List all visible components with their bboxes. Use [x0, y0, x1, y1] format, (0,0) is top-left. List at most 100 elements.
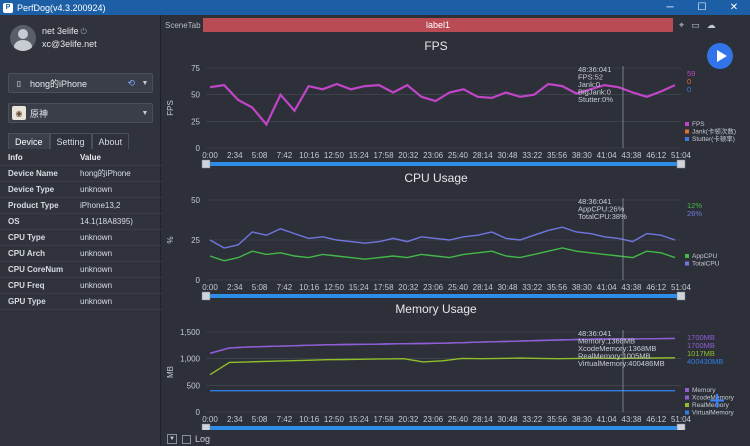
info-value: unknown — [80, 281, 113, 290]
table-row[interactable]: Device Type unknown — [0, 182, 161, 198]
x-tick-label: 41:04 — [597, 283, 618, 292]
series-line-realmemory — [209, 357, 676, 376]
x-tick-label: 15:24 — [349, 151, 370, 160]
x-tick-label: 0:00 — [202, 415, 218, 424]
info-value: unknown — [80, 297, 113, 306]
cursor-readout-line: FPS:52 — [578, 73, 603, 82]
current-value: 26% — [687, 209, 702, 218]
info-key: CPU Arch — [8, 249, 46, 258]
x-tick-label: 46:12 — [646, 151, 667, 160]
x-tick-label: 0:00 — [202, 283, 218, 292]
x-tick-label: 15:24 — [349, 283, 370, 292]
scene-bar: SceneTab label1 ⌖ ▭ ☁ — [161, 18, 750, 32]
play-button[interactable] — [707, 43, 733, 69]
info-key: CPU Type — [8, 233, 46, 242]
avatar[interactable] — [10, 25, 36, 51]
folder-icon[interactable]: ▭ — [691, 19, 700, 30]
current-value: 0 — [687, 85, 691, 94]
y-tick-label: 0 — [196, 408, 201, 417]
current-value: 1700MB — [687, 341, 715, 350]
header-value: Value — [80, 153, 101, 162]
slider-handle-right — [676, 291, 686, 301]
legend-swatch — [685, 395, 689, 400]
cloud-icon[interactable]: ☁ — [706, 19, 716, 30]
phone-icon: ▯ — [16, 78, 22, 88]
table-row[interactable]: Product Type iPhone13,2 — [0, 198, 161, 214]
info-key: Product Type — [8, 201, 59, 210]
info-value: unknown — [80, 249, 113, 258]
table-row[interactable]: CPU Freq unknown — [0, 278, 161, 294]
tab-setting[interactable]: Setting — [49, 133, 92, 149]
scene-label-track[interactable]: label1 — [203, 18, 673, 32]
collapse-icon[interactable]: ▼ — [167, 434, 177, 444]
main-panel: SceneTab label1 ⌖ ▭ ☁ FPS CPU Usage Memo… — [161, 15, 750, 446]
sidebar-tabs: Device Setting About — [8, 133, 153, 149]
log-label: Log — [195, 434, 211, 444]
x-tick-label: 10:16 — [299, 415, 320, 424]
app-select[interactable]: ◉ 原神 ▼ — [8, 103, 153, 123]
x-tick-label: 12:50 — [324, 283, 345, 292]
fps-chart-title: FPS — [424, 39, 448, 53]
y-tick-label: 50 — [191, 196, 200, 205]
legend-swatch — [685, 261, 689, 266]
x-tick-label: 35:56 — [547, 283, 568, 292]
x-tick-label: 5:08 — [252, 151, 268, 160]
table-row[interactable]: GPU Type unknown — [0, 294, 161, 310]
cursor-readout-line: TotalCPU:38% — [578, 212, 627, 221]
memory-chart-title: Memory Usage — [395, 302, 477, 316]
cursor-readout-line: Jank:0 — [578, 80, 600, 89]
device-select[interactable]: ▯ hong的iPhone ⟲ ▼ — [8, 73, 153, 93]
x-tick-label: 2:34 — [227, 415, 243, 424]
y-tick-label: 25 — [191, 117, 200, 126]
power-icon[interactable]: ⏻ — [80, 27, 87, 36]
x-tick-label: 2:34 — [227, 151, 243, 160]
x-tick-label: 23:06 — [423, 151, 444, 160]
x-tick-label: 51:04 — [671, 415, 692, 424]
table-row[interactable]: OS 14.1(18A8395) — [0, 214, 161, 230]
x-tick-label: 33:22 — [522, 151, 543, 160]
x-tick-label: 43:38 — [621, 151, 642, 160]
table-row[interactable]: CPU Type unknown — [0, 230, 161, 246]
charts-canvas: 0 25 50 75 FPS 0:00 2:34 5:08 7:42 10:16 12:50 15:2… — [166, 64, 736, 430]
slider-handle-left — [201, 423, 211, 430]
close-button[interactable]: ✕ — [729, 2, 739, 13]
x-tick-label: 51:04 — [671, 151, 692, 160]
x-tick-label: 23:06 — [423, 415, 444, 424]
user-panel: net 3elife ⏻ xc@3elife.net — [10, 25, 97, 51]
x-tick-label: 28:14 — [473, 415, 494, 424]
x-tick-label: 12:50 — [324, 415, 345, 424]
add-icon[interactable]: + — [709, 385, 726, 416]
log-checkbox[interactable] — [182, 434, 191, 444]
sync-icon[interactable]: ⟲ — [127, 77, 135, 88]
x-tick-label: 41:04 — [597, 415, 618, 424]
legend-label: Stutter(卡顿率) — [692, 134, 735, 143]
info-key: CPU Freq — [8, 281, 45, 290]
y-axis-label: % — [166, 236, 175, 243]
x-tick-label: 17:58 — [374, 415, 395, 424]
legend-label: RealMemory — [692, 402, 730, 409]
info-value: unknown — [80, 233, 113, 242]
table-row[interactable]: CPU CoreNum unknown — [0, 262, 161, 278]
x-tick-label: 17:58 — [374, 151, 395, 160]
y-tick-label: 1,000 — [180, 355, 201, 364]
legend-swatch — [685, 254, 689, 258]
table-row[interactable]: Device Name hong的iPhone — [0, 166, 161, 182]
table-row[interactable]: CPU Arch unknown — [0, 246, 161, 262]
tab-about[interactable]: About — [91, 133, 130, 149]
window-title: PerfDog(v4.3.200924) — [17, 2, 106, 13]
minimize-button[interactable]: ─ — [666, 2, 674, 13]
chevron-down-icon: ▼ — [141, 79, 149, 87]
legend-swatch — [685, 388, 689, 392]
legend-label: TotalCPU — [692, 261, 720, 268]
x-tick-label: 35:56 — [547, 151, 568, 160]
tab-device[interactable]: Device — [8, 133, 50, 149]
maximize-button[interactable]: ☐ — [697, 2, 707, 13]
x-tick-label: 41:04 — [597, 151, 618, 160]
y-tick-label: 1,500 — [180, 328, 201, 337]
x-tick-label: 2:34 — [227, 283, 243, 292]
location-icon[interactable]: ⌖ — [679, 19, 685, 30]
info-value: hong的iPhone — [80, 169, 131, 178]
x-tick-label: 20:32 — [398, 415, 419, 424]
cursor-readout-line: XcodeMemory:1368MB — [578, 344, 656, 353]
sidebar: net 3elife ⏻ xc@3elife.net ▯ hong的iPhone … — [0, 15, 161, 446]
